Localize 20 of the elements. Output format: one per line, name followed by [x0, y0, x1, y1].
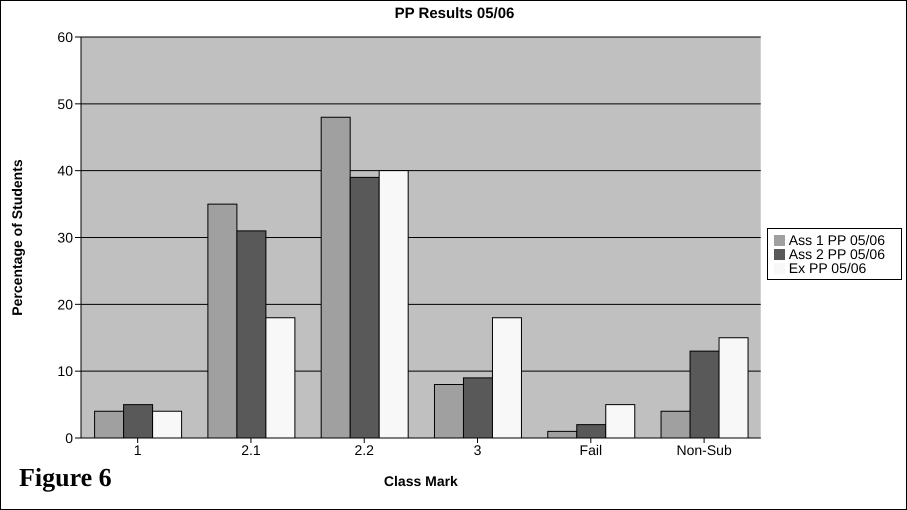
y-axis-title: Percentage of Students [8, 159, 25, 316]
y-tick-label: 60 [57, 28, 74, 45]
y-tick-label: 30 [57, 229, 74, 246]
caption: Figure 6 [19, 463, 112, 493]
x-tick-label: 1 [134, 442, 142, 458]
x-tick-label: 3 [474, 442, 482, 458]
legend-label: Ass 2 PP 05/06 [788, 246, 885, 262]
y-tick-label: 40 [57, 162, 74, 179]
x-tick-label: 2.1 [241, 442, 261, 458]
x-tick-label: Fail [580, 442, 602, 458]
legend-label: Ass 1 PP 05/06 [788, 232, 885, 248]
x-tick-label: Non-Sub [676, 442, 732, 458]
chart-title: PP Results 05/06 [394, 5, 516, 22]
y-tick-label: 0 [65, 430, 74, 446]
x-axis-title: Class Mark [384, 473, 458, 489]
y-tick-label: 10 [57, 363, 74, 380]
y-tick-label: 20 [57, 296, 74, 312]
y-tick-label: 50 [57, 96, 74, 112]
legend-label: Ex PP 05/06 [788, 260, 866, 276]
x-tick-label: 2.2 [354, 442, 374, 458]
